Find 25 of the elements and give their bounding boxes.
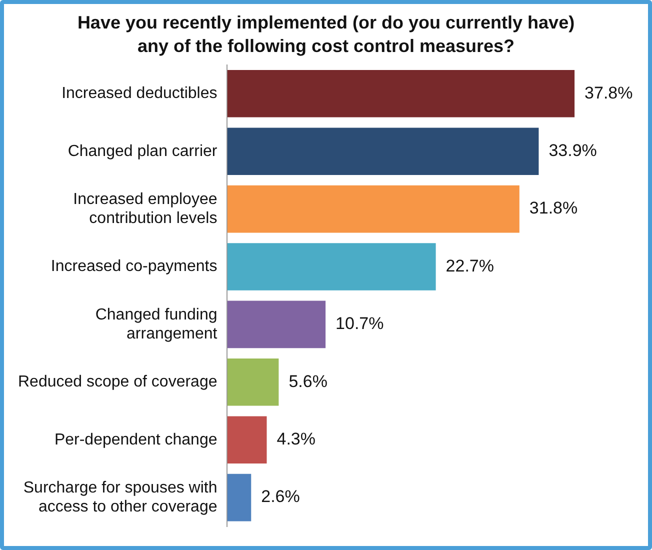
- chart-title: Have you recently implemented (or do you currently have) any of the following cost control measures?: [77, 12, 575, 56]
- data-label: 2.6%: [261, 487, 300, 506]
- data-label: 22.7%: [446, 256, 494, 276]
- data-label: 5.6%: [288, 372, 328, 391]
- data-label: 31.8%: [529, 198, 578, 218]
- y-tick-label: Per-dependent change: [54, 431, 218, 448]
- bar: [227, 128, 539, 176]
- y-tick-label: Changed funding arrangement: [95, 306, 218, 342]
- y-tick-label: Increased employee contribution levels: [73, 190, 218, 228]
- bar: [227, 358, 279, 406]
- bar: [227, 416, 267, 464]
- y-tick-label: Increased co-payments: [50, 258, 218, 276]
- y-tick-label: Increased deductibles: [62, 85, 218, 102]
- data-label: 10.7%: [336, 314, 384, 334]
- y-tick-label: Surcharge for spouses with access to other coverage: [23, 479, 218, 516]
- bar: [227, 300, 326, 348]
- y-tick-label: Reduced scope of coverage: [18, 374, 218, 391]
- bar: [227, 70, 575, 118]
- data-label: 37.8%: [584, 83, 633, 102]
- bar: [227, 243, 436, 290]
- bar: [227, 185, 520, 233]
- y-tick-label: Changed plan carrier: [68, 142, 218, 160]
- data-label: 33.9%: [548, 141, 597, 160]
- bar: [227, 474, 252, 522]
- data-label: 4.3%: [276, 430, 316, 449]
